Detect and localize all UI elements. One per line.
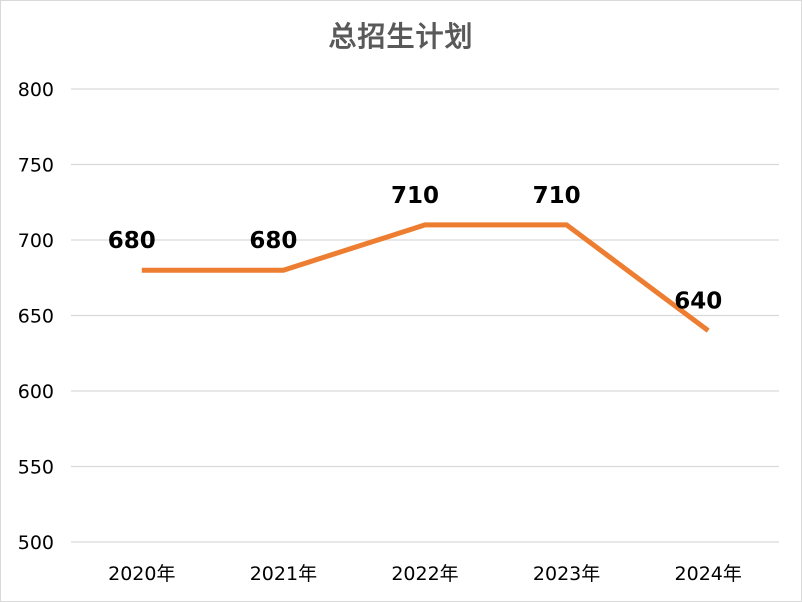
x-tick-label: 2021年 — [250, 563, 317, 585]
y-tick-label: 800 — [18, 79, 54, 101]
y-tick-label: 700 — [18, 230, 54, 252]
chart-title: 总招生计划 — [328, 20, 474, 53]
y-tick-label: 650 — [18, 306, 54, 328]
data-label: 710 — [391, 183, 439, 209]
data-label: 710 — [533, 183, 581, 209]
x-tick-label: 2023年 — [533, 563, 600, 585]
x-tick-label: 2022年 — [391, 563, 458, 585]
data-label: 640 — [674, 289, 722, 315]
data-label: 680 — [108, 228, 156, 254]
gridlines — [71, 88, 779, 543]
data-label: 680 — [249, 228, 297, 254]
x-tick-label: 2024年 — [675, 563, 742, 585]
y-axis-ticks: 500 550 600 650 700 750 800 — [18, 79, 54, 554]
y-tick-label: 550 — [18, 457, 54, 479]
data-labels: 680 680 710 710 640 — [108, 183, 722, 315]
y-tick-label: 500 — [18, 532, 54, 554]
series-line — [141, 222, 710, 333]
y-tick-label: 600 — [18, 381, 54, 403]
x-axis-ticks: 2020年 2021年 2022年 2023年 2024年 — [108, 563, 742, 585]
y-tick-label: 750 — [18, 155, 54, 177]
series-layer — [141, 222, 710, 333]
x-tick-label: 2020年 — [108, 563, 175, 585]
